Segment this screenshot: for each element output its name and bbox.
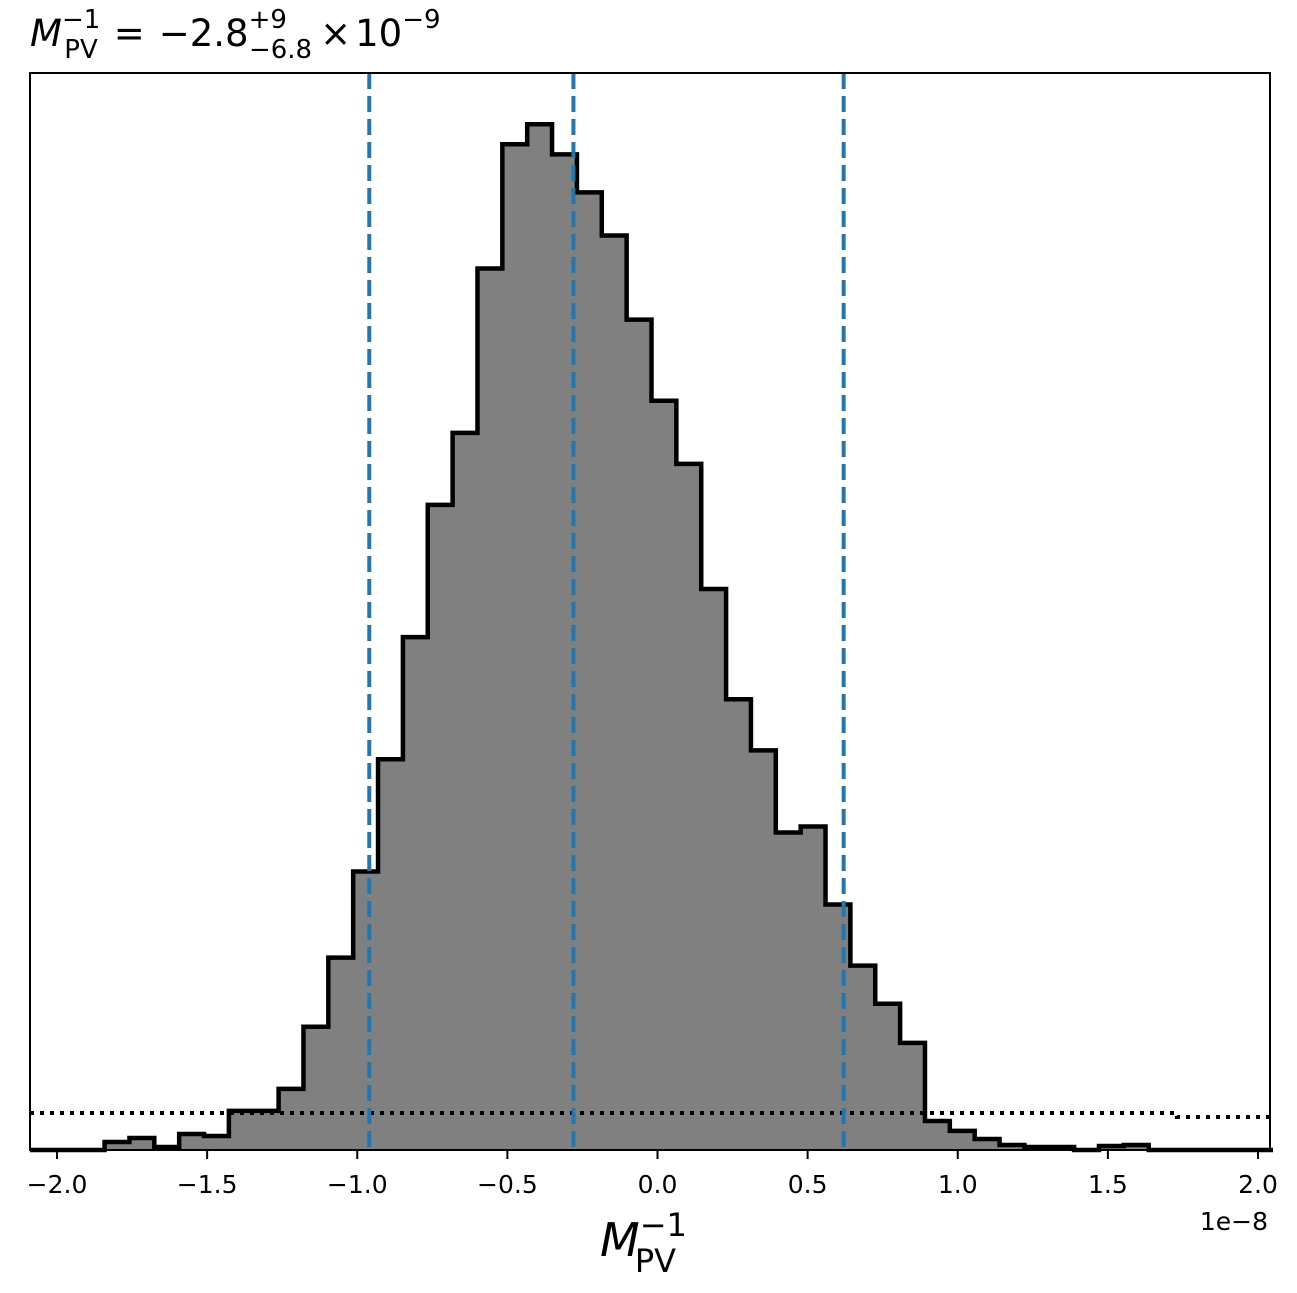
x-tick-label: −0.5 (477, 1170, 538, 1199)
histogram-bar (502, 144, 528, 1151)
histogram-bar (204, 1135, 230, 1150)
title-symbol-sub: PV (64, 35, 98, 65)
histogram-bar (999, 1144, 1026, 1150)
xlabel-symbol: M (600, 1213, 640, 1267)
histogram-bar (626, 319, 653, 1150)
histogram-bar (651, 400, 677, 1151)
histogram-bar (850, 965, 876, 1150)
histogram-bar (726, 699, 752, 1150)
title-equals: = (114, 12, 145, 55)
histogram-bar (253, 1110, 280, 1150)
title-lower-error: −6.8 (249, 35, 312, 65)
histogram-bar (900, 1042, 926, 1150)
histogram-bar (452, 432, 479, 1150)
chart-title: M−1 PV = −2.8+9 −6.8 × 10−9 (30, 5, 441, 65)
histogram-bar (353, 871, 379, 1150)
title-times: × (320, 12, 351, 55)
x-tick-label: 2.0 (1238, 1170, 1278, 1199)
histogram-bar (303, 1026, 329, 1150)
histogram-bar (924, 1120, 951, 1150)
histogram-bar (676, 463, 702, 1150)
title-median: −2.8 (159, 12, 249, 55)
histogram-bar (378, 759, 404, 1150)
histogram-bar (427, 504, 454, 1150)
xlabel-sup: −1 (640, 1206, 687, 1244)
histogram-bar (800, 826, 827, 1150)
x-tick-label: −1.5 (177, 1170, 238, 1199)
histogram-bar (949, 1130, 976, 1150)
histogram-bar (104, 1141, 131, 1150)
x-tick-label: −2.0 (27, 1170, 88, 1199)
x-tick-label: 0.0 (638, 1170, 678, 1199)
histogram-bar (328, 957, 354, 1150)
histogram-bar (129, 1137, 155, 1150)
title-base: 10 (355, 12, 402, 55)
xlabel-sub: PV (635, 1242, 676, 1280)
x-tick-label: 0.5 (788, 1170, 828, 1199)
histogram-bar (527, 124, 553, 1150)
prior-line (30, 1110, 1270, 1119)
prior-line-layer (30, 1110, 1270, 1119)
x-axis-ticks: −2.0 −1.5 −1.0 −0.5 0.0 0.5 1.0 1.5 2.0 (27, 1150, 1278, 1199)
quantile-lines-layer (367, 73, 846, 1150)
histogram-bar (974, 1139, 1001, 1150)
histogram-bar (179, 1133, 205, 1150)
histogram-bar (701, 589, 727, 1150)
histogram-bar (477, 268, 503, 1151)
histogram-outline (30, 122, 1273, 1153)
histogram-bar (278, 1088, 305, 1150)
title-upper-error: +9 (249, 5, 287, 35)
histogram-bar (775, 832, 802, 1150)
histogram-bar (875, 1003, 901, 1150)
histogram-bar (228, 1110, 255, 1150)
x-offset-label: 1e−8 (1200, 1207, 1268, 1236)
histogram-bar (750, 750, 777, 1150)
x-tick-label: −1.0 (327, 1170, 388, 1199)
histogram-bar (1123, 1144, 1150, 1150)
histogram-bar (402, 637, 429, 1150)
x-axis-label: M−1 PV (600, 1206, 687, 1280)
histogram-bar (825, 904, 851, 1150)
title-exponent: −9 (402, 5, 440, 35)
x-tick-label: 1.5 (1088, 1170, 1128, 1199)
x-tick-label: 1.0 (938, 1170, 978, 1199)
histogram-bar (576, 192, 603, 1151)
histogram-bar (601, 235, 628, 1150)
title-symbol: M (30, 12, 62, 55)
axes-frame (29, 72, 1271, 1151)
title-symbol-sup: −1 (62, 5, 100, 35)
